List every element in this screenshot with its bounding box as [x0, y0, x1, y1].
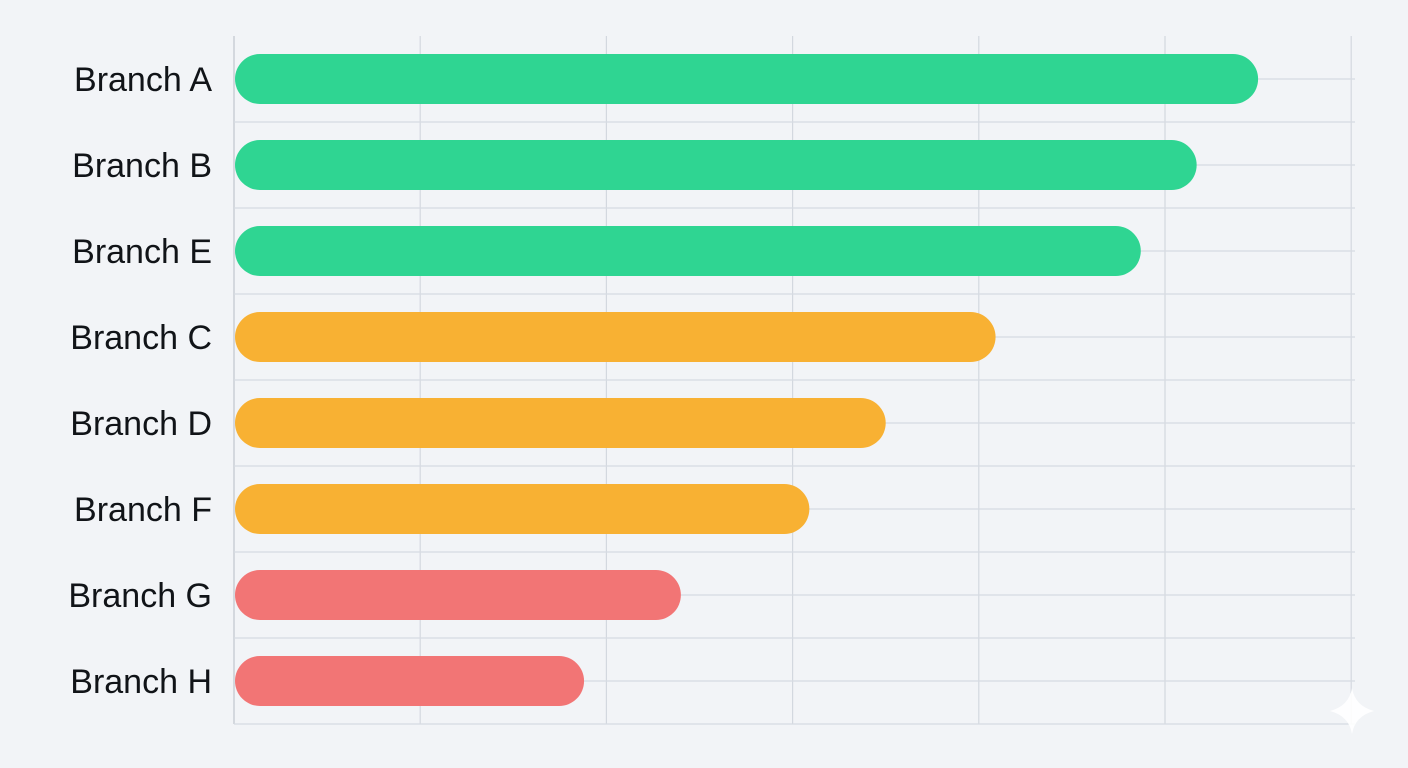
bars — [235, 54, 1259, 706]
bar-branch-d — [235, 398, 886, 448]
category-label: Branch C — [70, 319, 212, 357]
bar-branch-c — [235, 312, 996, 362]
bar-branch-f — [235, 484, 810, 534]
category-label: Branch H — [70, 663, 212, 701]
category-label: Branch A — [74, 61, 212, 99]
bar-branch-a — [235, 54, 1259, 104]
bar-branch-h — [235, 656, 585, 706]
bar-branch-e — [235, 226, 1141, 276]
category-label: Branch F — [74, 491, 212, 529]
grid — [233, 36, 1355, 725]
category-labels: Branch A Branch B Branch E Branch C Branch D… — [68, 61, 212, 701]
category-label: Branch D — [70, 405, 212, 443]
bar-branch-b — [235, 140, 1197, 190]
category-label: Branch G — [68, 577, 212, 615]
bar-branch-g — [235, 570, 681, 620]
sparkle-icon — [1330, 688, 1374, 734]
category-label: Branch E — [72, 233, 212, 271]
category-label: Branch B — [72, 147, 212, 185]
